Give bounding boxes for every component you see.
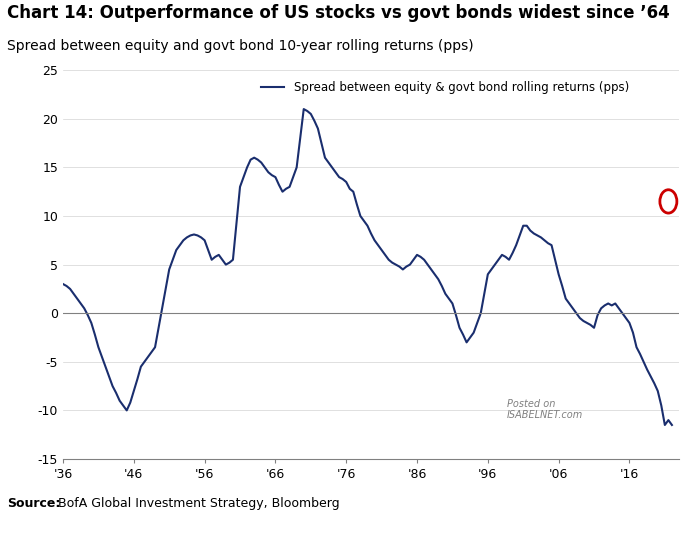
Text: Chart 14: Outperformance of US stocks vs govt bonds widest since ’64: Chart 14: Outperformance of US stocks vs… [7, 3, 670, 22]
Text: BofA Global Investment Strategy, Bloomberg: BofA Global Investment Strategy, Bloombe… [50, 497, 340, 510]
Text: Posted on
ISABELNET.com: Posted on ISABELNET.com [507, 399, 583, 420]
Text: Source:: Source: [7, 497, 60, 510]
Legend: Spread between equity & govt bond rolling returns (pps): Spread between equity & govt bond rollin… [256, 76, 634, 98]
Text: Spread between equity and govt bond 10-year rolling returns (pps): Spread between equity and govt bond 10-y… [7, 39, 474, 52]
